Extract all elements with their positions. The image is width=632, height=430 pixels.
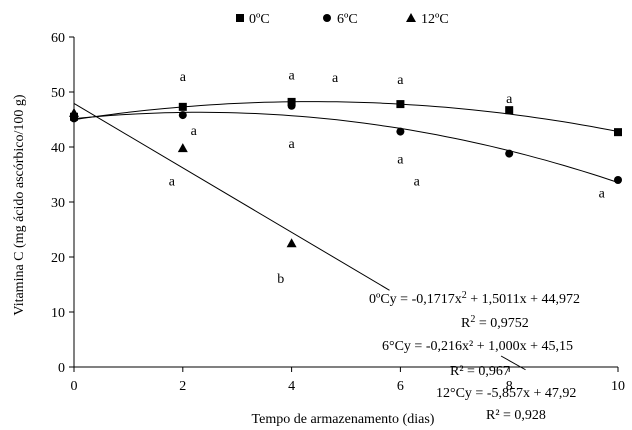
r2-0c-sup: 2 <box>470 314 475 325</box>
significance-letter: a <box>169 175 176 190</box>
y-tick-label: 50 <box>51 86 65 101</box>
significance-letter: a <box>288 137 295 152</box>
marker-0c <box>178 102 187 111</box>
significance-letter: a <box>180 70 187 85</box>
marker-6c <box>396 127 405 136</box>
fit-line-12c-extension <box>500 355 526 371</box>
legend-marker-6c <box>323 14 331 22</box>
data-points <box>69 97 622 248</box>
y-tick-label: 0 <box>58 361 65 376</box>
x-tick-label: 6 <box>397 379 404 394</box>
axes <box>73 37 618 368</box>
y-axis-title: Vitamina C (mg ácido ascórbico/100 g) <box>12 94 27 315</box>
significance-letter: b <box>277 272 284 287</box>
regression-equations: 0ºCy = -0,1717x2 + 1,5011x + 44,972 R2 =… <box>369 290 580 424</box>
r2-0c-value: = 0,9752 <box>475 316 528 331</box>
x-tick-label: 2 <box>179 379 186 394</box>
significance-letter: a <box>191 124 198 139</box>
equation-0c-main: 0ºCy = -0,1717x <box>369 292 462 307</box>
x-tick-label: 4 <box>288 379 295 394</box>
equation-0c: 0ºCy = -0,1717x2 + 1,5011x + 44,972 <box>369 290 580 308</box>
r2-12c: R² = 0,928 <box>486 408 546 423</box>
marker-12c <box>69 107 79 117</box>
y-tick-label: 60 <box>51 31 65 46</box>
equation-6c: 6°Cy = -0,216x² + 1,000x + 45,15 <box>382 339 573 354</box>
fit-line-2 <box>73 103 390 291</box>
significance-letter: a <box>397 153 404 168</box>
marker-0c <box>614 128 622 137</box>
x-tick-label: 10 <box>611 379 625 394</box>
fit-line-0 <box>73 101 619 132</box>
legend: 0ºC 6ºC 12ºC <box>236 12 449 27</box>
marker-12c <box>177 143 188 153</box>
r2-6c: R² = 0,967 <box>450 364 510 379</box>
significance-letter: a <box>599 187 606 202</box>
ticks: 0 10 20 30 40 50 60 0 2 4 6 8 10 <box>51 31 625 394</box>
marker-6c <box>178 111 187 120</box>
fit-lines <box>73 101 619 371</box>
equation-12c: 12°Cy = -5,857x + 47,92 <box>436 386 576 401</box>
y-tick-label: 40 <box>51 141 65 156</box>
marker-6c <box>287 101 296 110</box>
significance-letter: a <box>332 71 339 86</box>
r2-0c-main: R <box>461 316 471 331</box>
legend-marker-0c <box>236 14 244 22</box>
equation-0c-rest: + 1,5011x + 44,972 <box>467 292 580 307</box>
legend-label-6c: 6ºC <box>337 12 358 27</box>
significance-letter: a <box>414 175 421 190</box>
marker-6c <box>614 176 622 184</box>
x-axis-title: Tempo de armazenamento (dias) <box>252 412 435 427</box>
significance-letter: a <box>288 68 295 83</box>
y-tick-label: 30 <box>51 196 65 211</box>
legend-label-12c: 12ºC <box>421 12 449 27</box>
marker-0c <box>505 106 514 115</box>
r2-0c: R2 = 0,9752 <box>461 314 529 332</box>
x-tick-label: 0 <box>71 379 78 394</box>
marker-6c <box>505 149 514 158</box>
fit-line-1 <box>73 111 619 183</box>
equation-0c-sup: 2 <box>462 290 467 301</box>
x-tick-label: 8 <box>506 379 513 394</box>
marker-12c <box>286 238 297 248</box>
legend-marker-12c <box>406 13 416 22</box>
significance-letter: a <box>506 92 513 107</box>
legend-label-0c: 0ºC <box>249 12 270 27</box>
y-tick-label: 10 <box>51 306 65 321</box>
y-tick-label: 20 <box>51 251 65 266</box>
significance-letter: a <box>397 73 404 88</box>
marker-0c <box>396 100 405 109</box>
